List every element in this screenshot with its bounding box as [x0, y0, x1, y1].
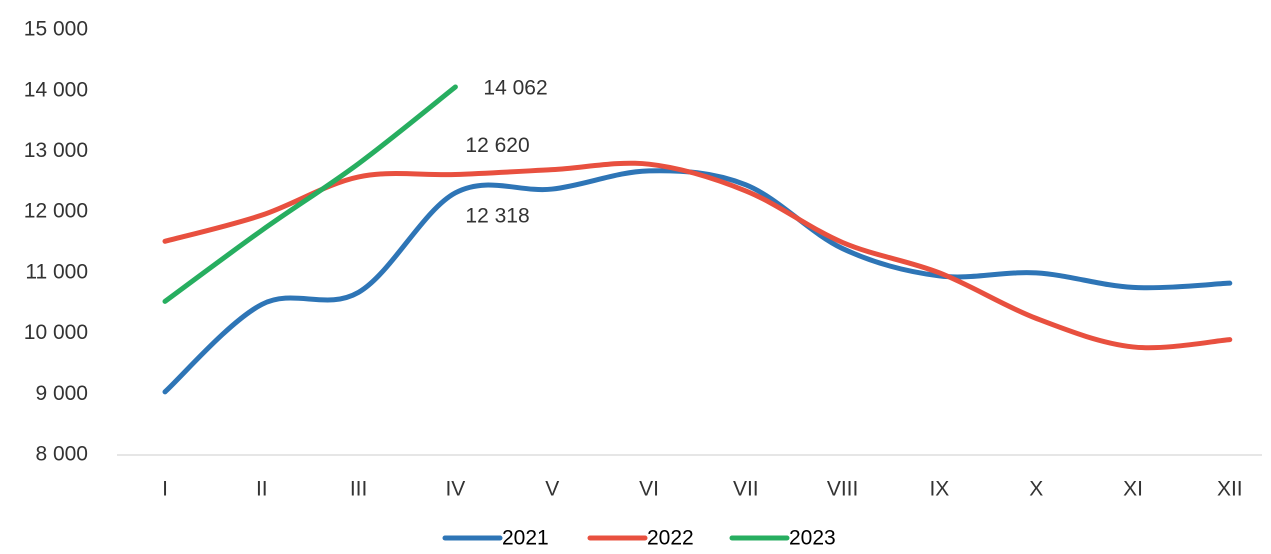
legend-label: 2022 — [647, 527, 694, 549]
y-tick-label: 15 000 — [24, 18, 88, 41]
legend-label: 2023 — [789, 527, 836, 549]
x-tick-label: III — [350, 478, 368, 501]
y-tick-label: 14 000 — [24, 78, 88, 101]
x-tick-label: VI — [639, 478, 659, 501]
x-tick-label: VII — [733, 478, 759, 501]
y-tick-label: 13 000 — [24, 139, 88, 162]
y-tick-label: 12 000 — [24, 200, 88, 223]
x-tick-label: IV — [445, 478, 465, 501]
legend-label: 2021 — [502, 527, 549, 549]
y-tick-label: 11 000 — [25, 260, 88, 283]
x-tick-label: V — [545, 478, 559, 501]
x-tick-label: VIII — [827, 478, 859, 501]
data-label: 12 620 — [465, 134, 529, 157]
y-tick-label: 10 000 — [24, 321, 88, 344]
data-label: 12 318 — [465, 204, 529, 227]
line-series — [162, 84, 458, 304]
data-label: 14 062 — [483, 76, 547, 99]
y-tick-label: 9 000 — [35, 382, 88, 405]
x-tick-label: IX — [929, 478, 949, 501]
x-tick-label: XII — [1217, 478, 1243, 501]
y-tick-label: 8 000 — [35, 443, 88, 466]
x-tick-label: X — [1029, 478, 1043, 501]
line-series — [162, 168, 1233, 395]
x-tick-label: I — [162, 478, 168, 501]
x-tick-label: XI — [1123, 478, 1143, 501]
x-tick-label: II — [256, 478, 268, 501]
line-series — [162, 160, 1233, 351]
